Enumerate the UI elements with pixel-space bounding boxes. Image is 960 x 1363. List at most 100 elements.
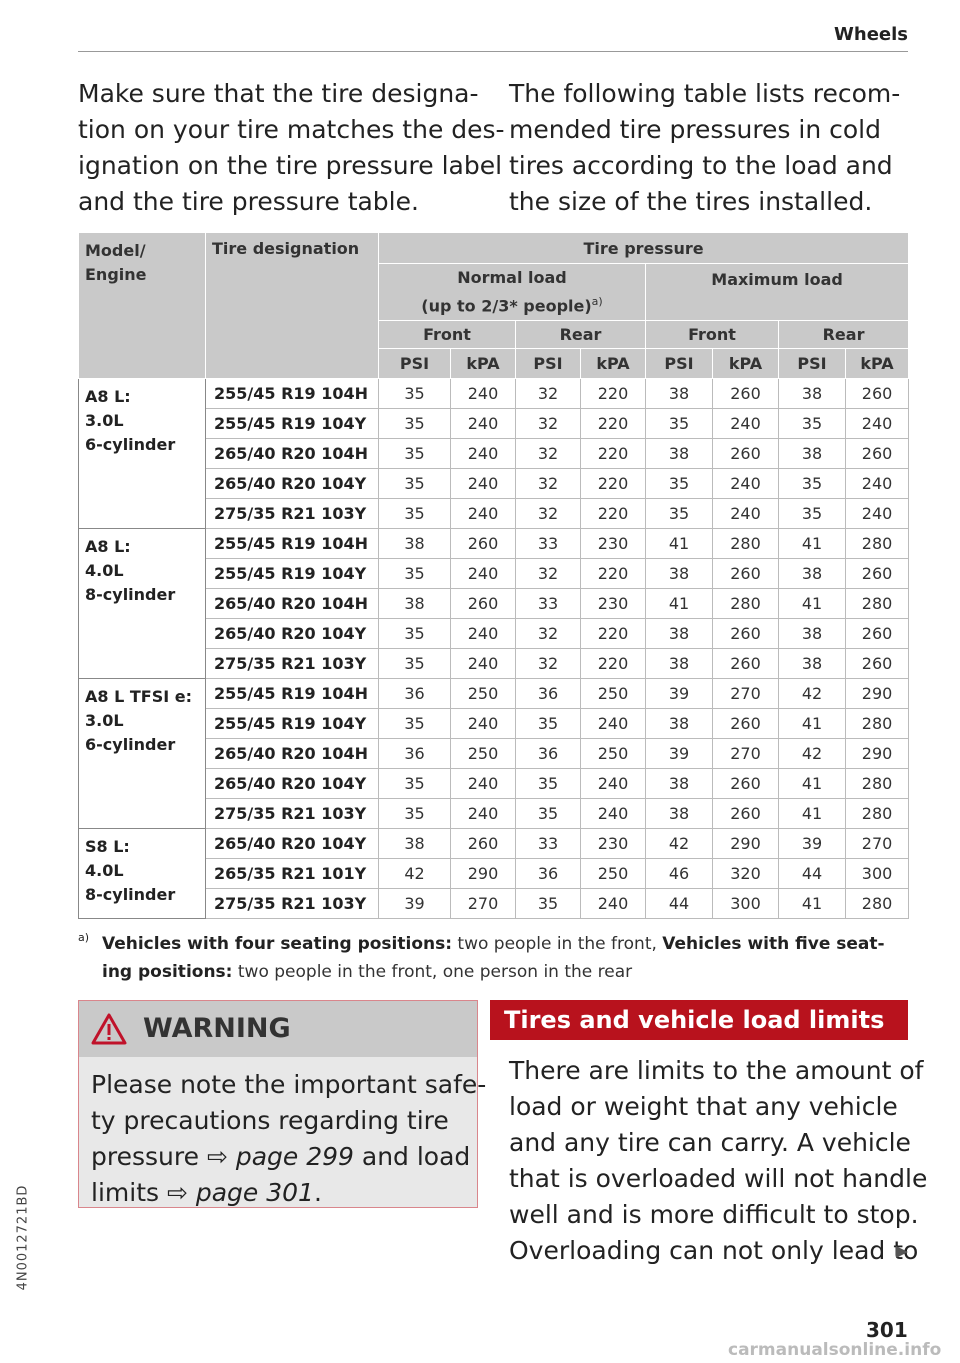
value-cell: 250 [580,738,646,769]
value-cell: 240 [450,798,516,829]
value-cell: 300 [712,888,779,919]
warning-text: pressure [91,1142,207,1171]
header-row: Model/ Engine Tire designation Tire pressu… [78,232,910,379]
value-cell: 240 [844,468,910,499]
model-line: 8-cylinder [85,585,176,604]
value-cell: 32 [515,648,581,679]
intro-line: The following table lists recom- [509,79,901,108]
value-cell: 38 [645,768,713,799]
tire-cell: 275/35 R21 103Y [205,798,379,829]
page-number: 301 [866,1318,908,1342]
section-title: Tires and vehicle load limits [504,1006,885,1034]
data-row: 265/40 R20 104H 35 240 32 220 38 260 38 260 [79,438,910,469]
value-cell: 46 [645,858,713,889]
header-text: Normal load [457,267,567,287]
model-line: 4.0L [85,561,124,580]
data-row: 255/45 R19 104Y 35 240 35 240 38 260 41 280 [79,708,910,739]
footnote-ref: a) [591,294,603,308]
value-cell: 290 [844,678,910,709]
tire-cell: 255/45 R19 104H [205,528,379,559]
value-cell: 44 [645,888,713,919]
value-cell: 250 [450,678,516,709]
model-line: 8-cylinder [85,885,176,904]
value-cell: 35 [515,798,581,829]
warning-text: Please note the important safe- [91,1070,487,1099]
value-cell: 38 [645,558,713,589]
value-cell: 240 [844,498,910,529]
value-cell: 260 [712,768,779,799]
pressure-table: Model/ Engine Tire designation Tire pressu… [78,232,910,919]
model-cell: S8 L: 4.0L 8-cylinder [78,828,206,919]
value-cell: 240 [712,498,779,529]
value-cell: 35 [378,438,451,469]
tire-cell: 265/40 R20 104H [205,588,379,619]
value-cell: 260 [712,798,779,829]
value-cell: 220 [580,408,646,439]
header-cell: PSI [515,348,581,379]
header-row: Front Rear Front Rear [79,320,910,349]
value-cell: 38 [778,648,846,679]
tire-cell: 255/45 R19 104Y [205,708,379,739]
value-cell: 280 [844,588,910,619]
header-row: PSI kPA PSI kPA PSI kPA PSI kPA [79,348,910,379]
warning-box: WARNING Please note the important safe-t… [78,1000,486,1211]
tire-cell: 265/40 R20 104Y [205,468,379,499]
value-cell: 36 [515,738,581,769]
model-cell: A8 L TFSI e: 3.0L 6-cylinder [78,678,206,829]
warning-line: limits ⇨ page 301. [91,1175,477,1211]
model-line: A8 L: [85,387,131,406]
value-cell: 220 [580,438,646,469]
value-cell: 290 [712,828,779,859]
watermark: carmanualsonline.info [728,1340,942,1360]
value-cell: 41 [778,588,846,619]
section-line: Overloading can not only lead to [509,1236,919,1265]
tire-cell: 255/45 R19 104Y [205,408,379,439]
tire-cell: 255/45 R19 104H [205,378,379,409]
header-cell: kPA [712,348,779,379]
value-cell: 260 [844,648,910,679]
header-text: (up to 2/3* people) [421,296,592,316]
value-cell: 280 [844,768,910,799]
page-link: ⇨ page 299 [206,1142,354,1171]
value-cell: 260 [712,618,779,649]
data-row: 255/45 R19 104Y 35 240 32 220 38 260 38 260 [79,558,910,589]
warning-line: ty precautions regarding tire [91,1103,477,1139]
intro-line: and the tire pressure table. [78,187,419,216]
value-cell: 320 [712,858,779,889]
section-line: load or weight that any vehicle [509,1092,898,1121]
value-cell: 38 [378,528,451,559]
value-cell: 38 [645,618,713,649]
value-cell: 35 [378,618,451,649]
value-cell: 270 [712,678,779,709]
header-cell: PSI [378,348,451,379]
value-cell: 300 [844,858,910,889]
value-cell: 220 [580,558,646,589]
intro-line: mended tire pressures in cold [509,115,881,144]
value-cell: 270 [712,738,779,769]
tire-cell: 265/40 R20 104Y [205,828,379,859]
continue-arrow [896,1246,908,1258]
value-cell: 32 [515,438,581,469]
value-cell: 41 [778,708,846,739]
header-cell: Rear [515,320,646,349]
intro-line: tion on your tire matches the des- [78,115,505,144]
value-cell: 35 [645,498,713,529]
data-row: 265/40 R20 104Y 35 240 32 220 35 240 35 240 [79,468,910,499]
model-line: 6-cylinder [85,435,176,454]
value-cell: 41 [645,588,713,619]
value-cell: 35 [378,768,451,799]
footnote-text: Vehicles with four seating positions: [102,934,453,954]
header-cell: Maximum load [644,263,910,321]
tire-cell: 265/40 R20 104H [205,738,379,769]
header-rule [78,51,908,52]
value-cell: 36 [378,738,451,769]
section-line: and any tire can carry. A vehicle [509,1128,911,1157]
value-cell: 290 [450,858,516,889]
header-text: (up to 2/3* people)a) [380,290,645,318]
value-cell: 35 [515,708,581,739]
value-cell: 250 [580,678,646,709]
intro-line: the size of the tires installed. [509,187,873,216]
value-cell: 39 [378,888,451,919]
value-cell: 38 [778,558,846,589]
value-cell: 41 [778,528,846,559]
